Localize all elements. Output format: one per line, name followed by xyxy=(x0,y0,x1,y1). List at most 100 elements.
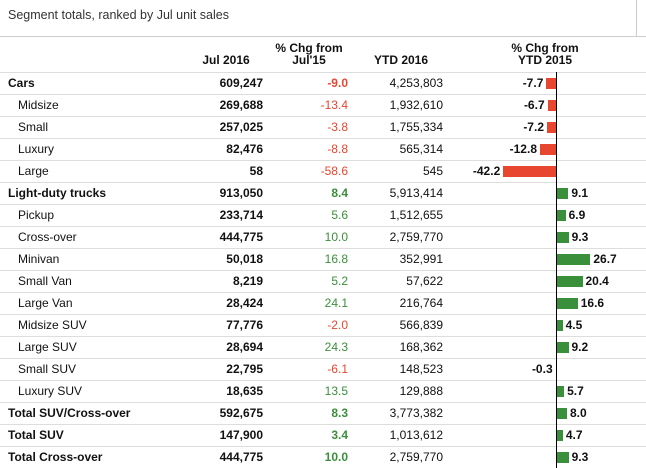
bar xyxy=(557,386,565,397)
row-border xyxy=(0,248,646,270)
bar xyxy=(557,188,569,199)
jul-2016: 18,635 xyxy=(226,384,263,398)
bar xyxy=(557,210,566,221)
bar xyxy=(557,452,569,463)
bar xyxy=(557,276,583,287)
bar-label: -42.2 xyxy=(472,164,501,178)
jul-2016: 444,775 xyxy=(219,450,263,464)
bar-label: 4.5 xyxy=(565,318,583,332)
ytd-2016: 2,759,770 xyxy=(389,230,443,244)
row-border xyxy=(0,116,646,138)
segment: Total SUV/Cross-over xyxy=(8,406,131,420)
bar xyxy=(547,100,556,111)
segment: Cars xyxy=(8,76,35,90)
segment: Small Van xyxy=(18,274,72,288)
jul-2016: 609,247 xyxy=(219,76,263,90)
pct-chg: 5.6 xyxy=(331,208,348,222)
column-header: % Chg from Jul'15 xyxy=(275,41,343,67)
bar-label: -7.2 xyxy=(523,120,544,134)
bar xyxy=(547,122,556,133)
row-border xyxy=(0,314,646,336)
segment: Light-duty trucks xyxy=(8,186,106,200)
segment: Large Van xyxy=(18,296,73,310)
segment: Large xyxy=(18,164,49,178)
bar xyxy=(557,342,569,353)
segment: Luxury xyxy=(18,142,55,156)
segment: Small SUV xyxy=(18,362,77,376)
bar xyxy=(503,166,556,177)
row-border xyxy=(0,226,646,248)
bar xyxy=(546,78,556,89)
ytd-2016: 216,764 xyxy=(399,296,443,310)
segment: Total Cross-over xyxy=(8,450,103,464)
pct-chg: 13.5 xyxy=(324,384,348,398)
jul-2016: 269,688 xyxy=(219,98,263,112)
bar-label: 9.3 xyxy=(571,450,589,464)
row-border xyxy=(0,94,646,116)
bar xyxy=(557,254,591,265)
row-border xyxy=(0,424,646,446)
title: Segment totals, ranked by Jul unit sales xyxy=(8,8,229,22)
pct-chg: -58.6 xyxy=(320,164,348,178)
jul-2016: 233,714 xyxy=(219,208,263,222)
ytd-2016: 1,755,334 xyxy=(389,120,443,134)
segment: Pickup xyxy=(18,208,55,222)
column-header: % Chg from YTD 2015 xyxy=(511,41,579,67)
bar-label: 9.2 xyxy=(571,340,589,354)
bar-label: 4.7 xyxy=(565,428,583,442)
bar-label: -12.8 xyxy=(509,142,537,156)
bar-label: -6.7 xyxy=(523,98,545,112)
row-border xyxy=(0,138,646,160)
ytd-2016: 148,523 xyxy=(399,362,443,376)
pct-chg: -6.1 xyxy=(327,362,348,376)
row-border xyxy=(0,270,646,292)
bar-label: 5.7 xyxy=(567,384,584,398)
bar-label: 6.9 xyxy=(568,208,586,222)
jul-2016: 50,018 xyxy=(226,252,263,266)
divider xyxy=(0,36,646,37)
row-border xyxy=(0,336,646,358)
row-border xyxy=(0,380,646,402)
pct-chg: -9.0 xyxy=(327,76,348,90)
pct-chg: 8.4 xyxy=(331,186,348,200)
row-border xyxy=(0,204,646,226)
segment: Small xyxy=(18,120,49,134)
bar-label: 26.7 xyxy=(593,252,617,266)
column-header: YTD 2016 xyxy=(373,53,429,67)
pct-chg: 10.0 xyxy=(324,230,348,244)
ytd-2016: 4,253,803 xyxy=(389,76,443,90)
bar-label: 8.0 xyxy=(570,406,587,420)
ytd-2016: 566,839 xyxy=(399,318,443,332)
segment: Midsize xyxy=(18,98,59,112)
bar-label: -7.7 xyxy=(522,76,544,90)
pct-chg: 16.8 xyxy=(324,252,348,266)
pct-chg: 24.3 xyxy=(324,340,348,354)
segment: Total SUV xyxy=(8,428,64,442)
bar xyxy=(557,320,563,331)
jul-2016: 592,675 xyxy=(219,406,263,420)
ytd-2016: 545 xyxy=(422,164,443,178)
ytd-2016: 2,759,770 xyxy=(389,450,443,464)
jul-2016: 257,025 xyxy=(219,120,263,134)
bar-label: -0.3 xyxy=(531,362,553,376)
bar-label: 20.4 xyxy=(585,274,609,288)
segment: Cross-over xyxy=(18,230,77,244)
jul-2016: 77,776 xyxy=(226,318,263,332)
segment: Midsize SUV xyxy=(18,318,87,332)
pct-chg: 5.2 xyxy=(331,274,348,288)
ytd-2016: 1,932,610 xyxy=(389,98,443,112)
ytd-2016: 129,888 xyxy=(399,384,443,398)
jul-2016: 147,900 xyxy=(219,428,263,442)
ytd-2016: 352,991 xyxy=(399,252,443,266)
bar-label: 9.1 xyxy=(571,186,589,200)
ytd-2016: 3,773,382 xyxy=(389,406,443,420)
bar xyxy=(557,232,569,243)
ytd-2016: 168,362 xyxy=(399,340,443,354)
zero-line xyxy=(556,72,557,468)
jul-2016: 22,795 xyxy=(226,362,263,376)
pct-chg: 8.3 xyxy=(331,406,348,420)
jul-2016: 28,694 xyxy=(226,340,263,354)
bar-label: 9.3 xyxy=(571,230,589,244)
jul-2016: 8,219 xyxy=(232,274,263,288)
